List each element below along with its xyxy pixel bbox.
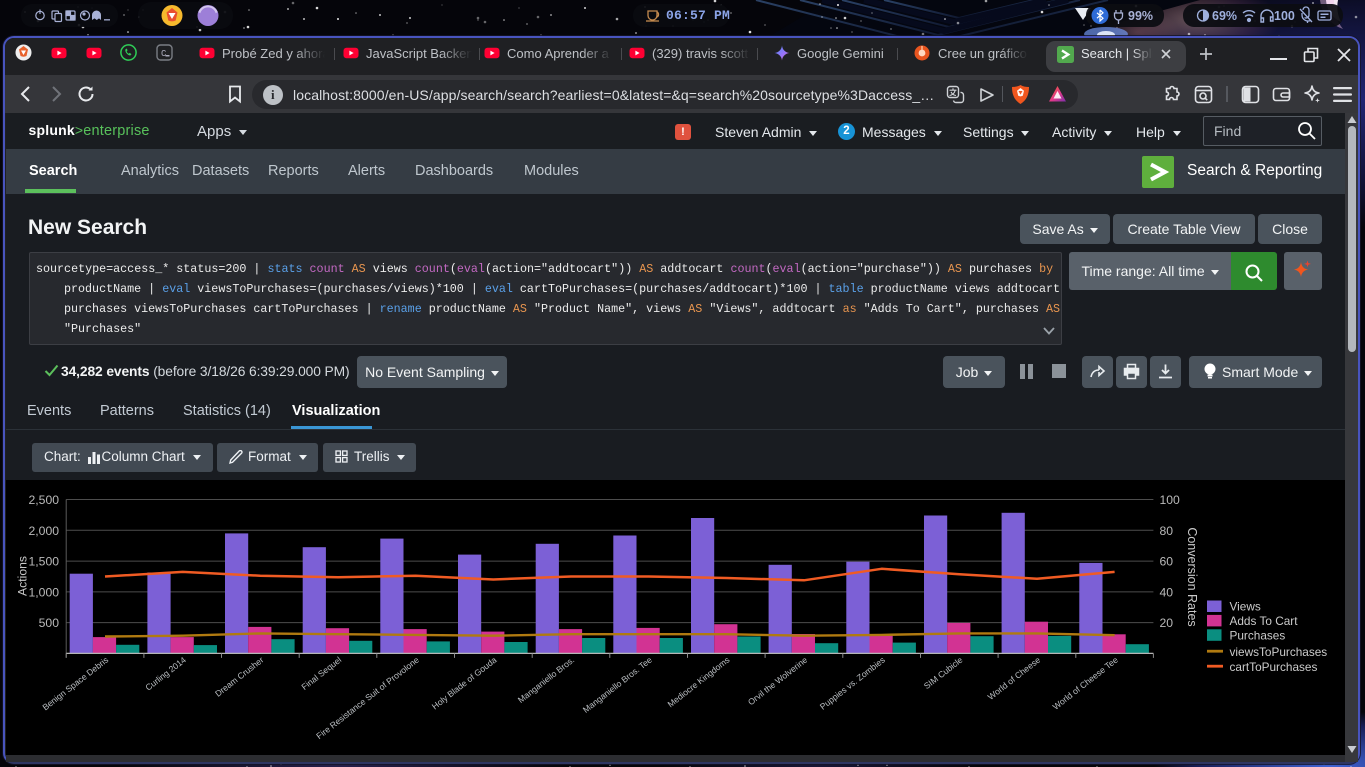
svg-text:1,000: 1,000 <box>29 585 60 599</box>
svg-text:2,500: 2,500 <box>29 493 60 507</box>
svg-text:cartToPurchases: cartToPurchases <box>1230 660 1318 674</box>
svg-text:80: 80 <box>1160 524 1174 538</box>
svg-text:Benign Space Debris: Benign Space Debris <box>40 655 110 713</box>
svg-text:2,000: 2,000 <box>29 524 60 538</box>
svg-text:100: 100 <box>1160 493 1181 507</box>
svg-text:Adds To Cart: Adds To Cart <box>1230 614 1299 628</box>
svg-text:Views: Views <box>1230 600 1261 614</box>
svg-text:Manganiello Bros. Tee: Manganiello Bros. Tee <box>581 655 654 715</box>
svg-text:Mediocre Kingdoms: Mediocre Kingdoms <box>666 655 732 710</box>
svg-text:Manganiello Bros.: Manganiello Bros. <box>516 655 576 705</box>
svg-text:Actions: Actions <box>16 556 30 596</box>
svg-text:viewsToPurchases: viewsToPurchases <box>1230 645 1328 659</box>
svg-text:Conversion Rates: Conversion Rates <box>1185 527 1199 626</box>
svg-text:Holy Blade of Gouda: Holy Blade of Gouda <box>430 655 499 712</box>
svg-text:Curling 2014: Curling 2014 <box>143 655 188 693</box>
svg-text:C: C <box>161 49 167 59</box>
svg-text:Orvil the Wolverine: Orvil the Wolverine <box>746 655 809 708</box>
svg-text:60: 60 <box>1160 555 1174 569</box>
svg-text:40: 40 <box>1160 585 1174 599</box>
svg-text:Dream Crusher: Dream Crusher <box>213 655 266 699</box>
svg-text:Puppies vs. Zombies: Puppies vs. Zombies <box>818 655 887 712</box>
svg-text:Final Sequel: Final Sequel <box>299 655 343 692</box>
svg-text:World of Cheese Tee: World of Cheese Tee <box>1051 655 1120 712</box>
svg-text:World of Cheese: World of Cheese <box>986 655 1043 702</box>
svg-text:20: 20 <box>1160 616 1174 630</box>
svg-text:500: 500 <box>39 616 60 630</box>
svg-text:1,500: 1,500 <box>29 555 60 569</box>
svg-text:SIM Cubicle: SIM Cubicle <box>922 655 965 692</box>
svg-text:Purchases: Purchases <box>1230 629 1286 643</box>
